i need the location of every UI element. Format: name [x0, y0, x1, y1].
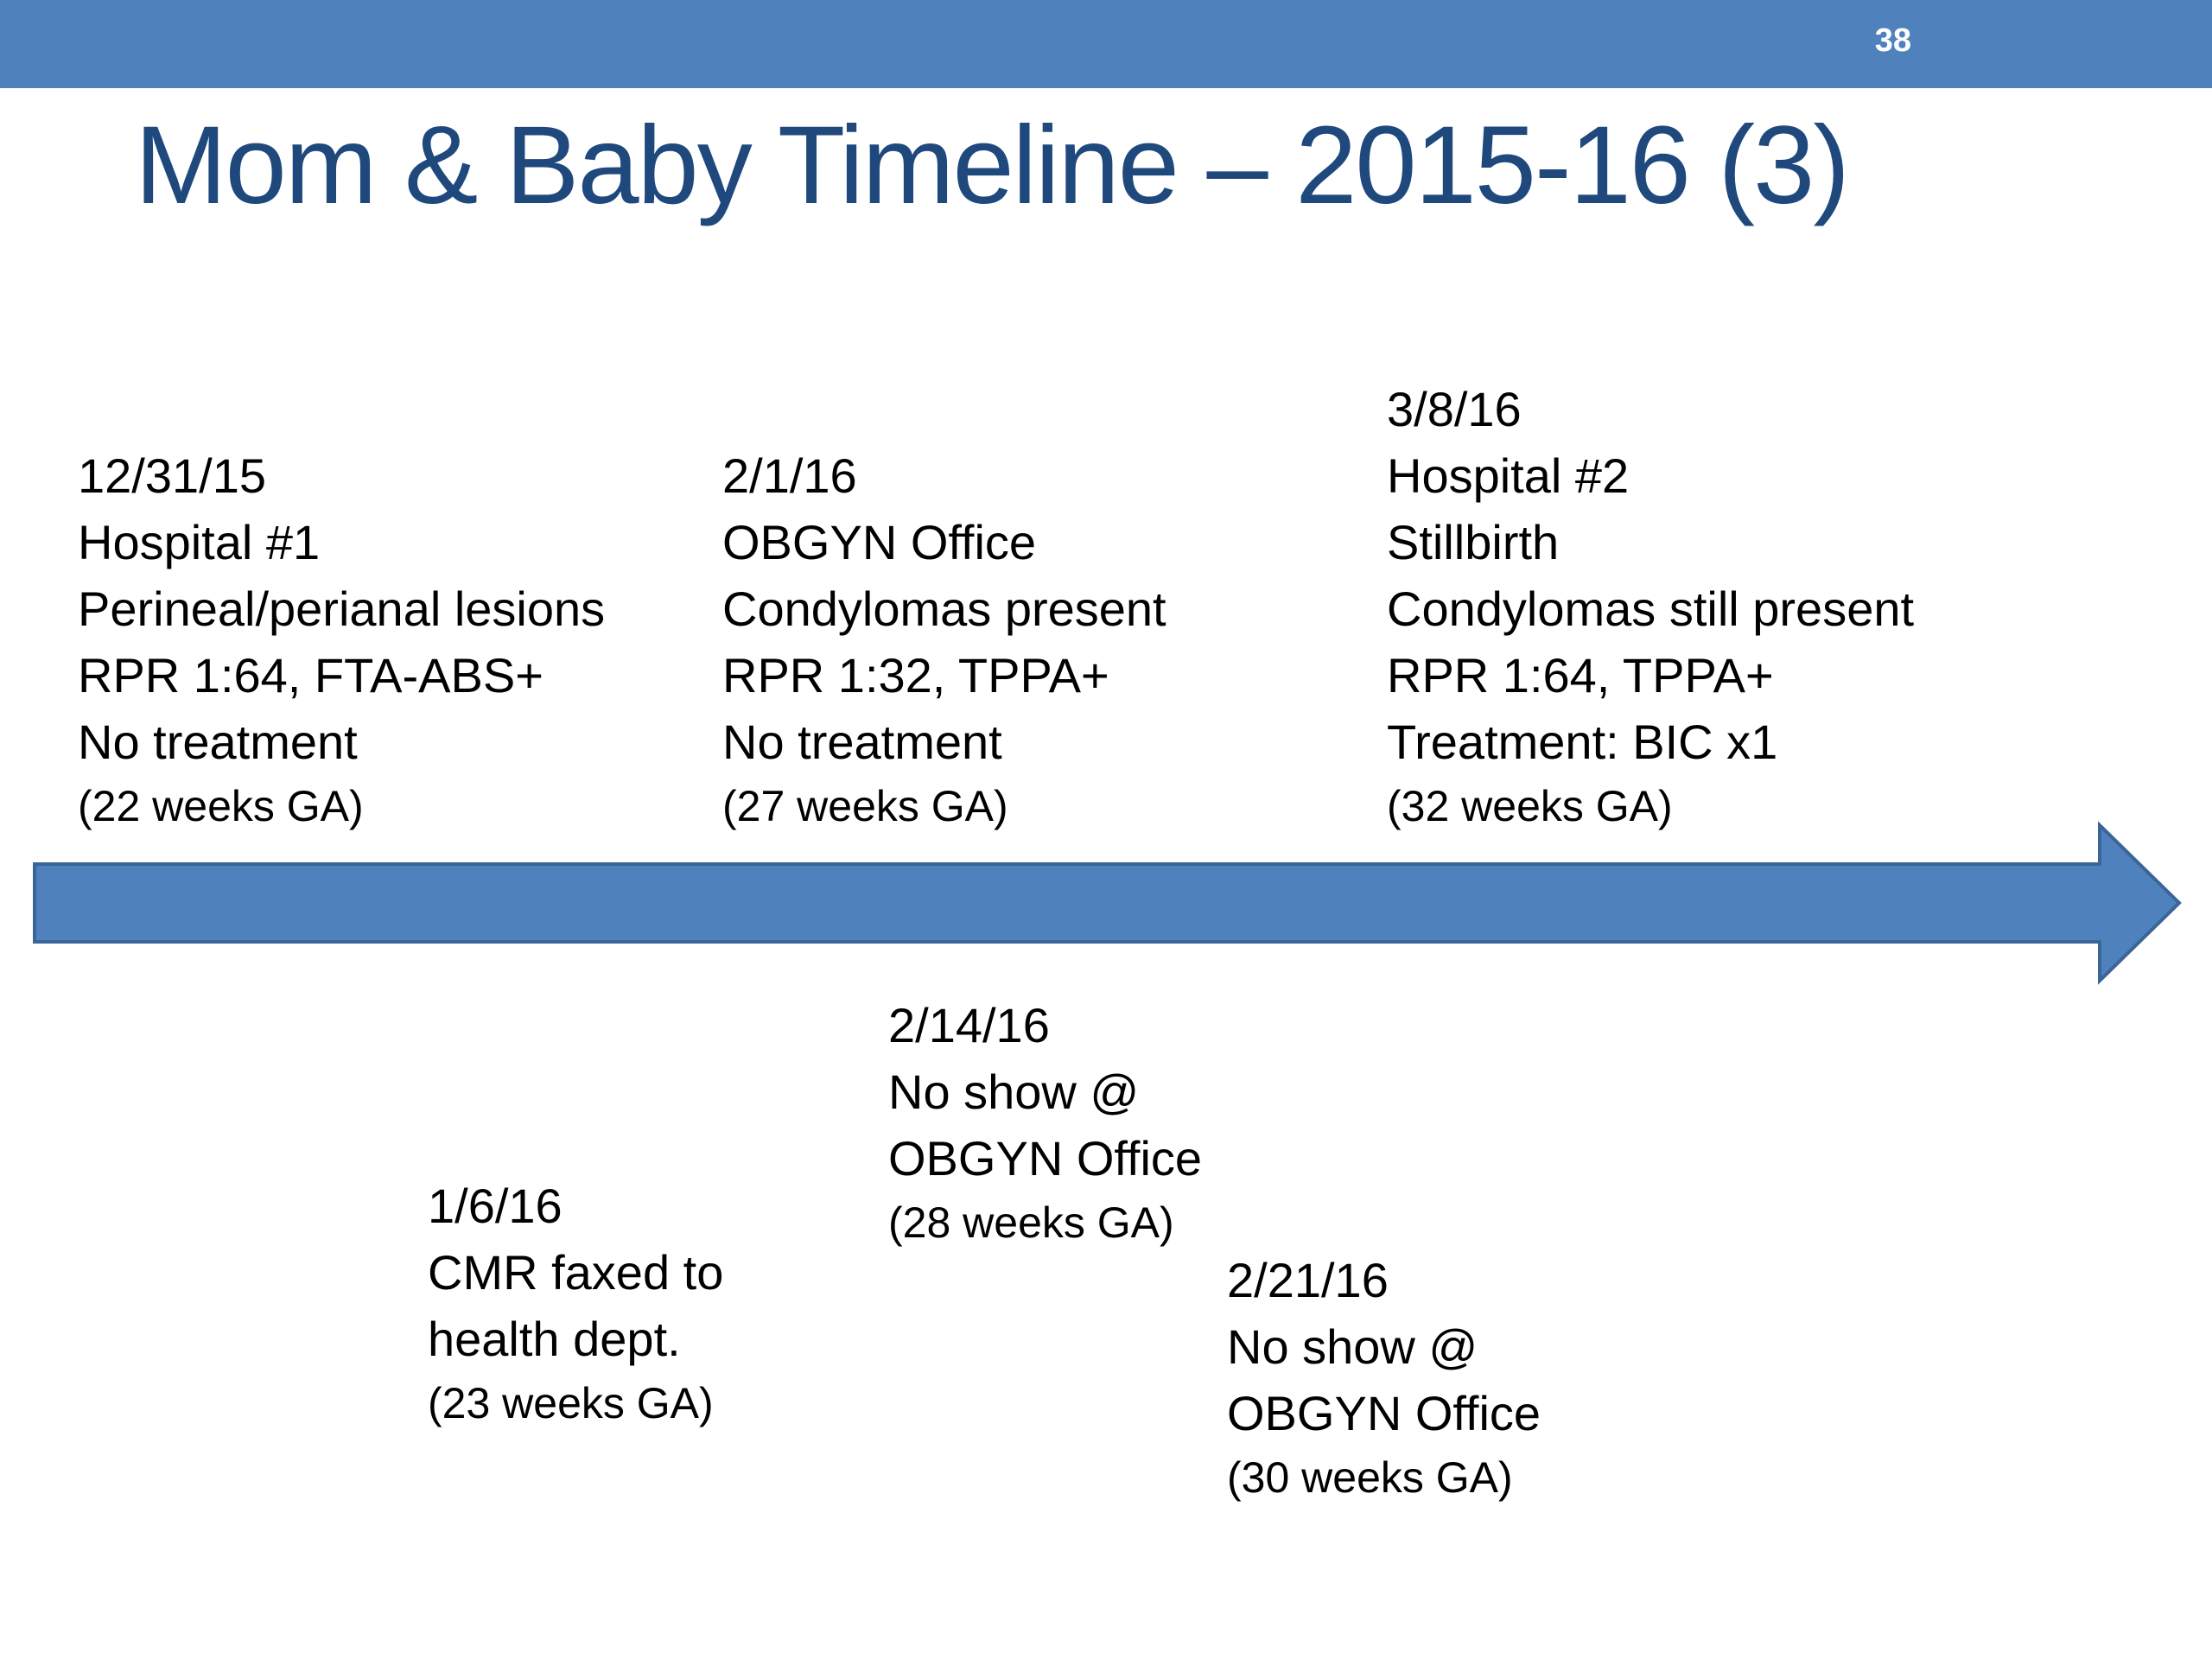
event-treatment: No treatment: [78, 715, 358, 769]
event-treatment: No treatment: [722, 715, 1002, 769]
event-location: OBGYN Office: [888, 1131, 1203, 1185]
event-2016-02-01: 2/1/16 OBGYN Office Condylomas present R…: [722, 442, 1166, 837]
event-finding: Condylomas present: [722, 582, 1166, 636]
event-gestational-age: (23 weeks GA): [428, 1379, 714, 1427]
event-treatment: Treatment: BIC x1: [1387, 715, 1778, 769]
event-finding: Condylomas still present: [1387, 582, 1915, 636]
event-description: health dept.: [428, 1312, 681, 1366]
event-date: 12/31/15: [78, 448, 266, 503]
event-gestational-age: (22 weeks GA): [78, 782, 364, 830]
event-2016-01-06: 1/6/16 CMR faxed to health dept. (23 wee…: [428, 1173, 723, 1434]
event-gestational-age: (27 weeks GA): [722, 782, 1008, 830]
event-location: Hospital #1: [78, 515, 321, 569]
event-date: 2/1/16: [722, 448, 857, 503]
event-description: No show @: [888, 1065, 1140, 1119]
event-description: CMR faxed to: [428, 1245, 724, 1300]
event-description: No show @: [1227, 1319, 1478, 1374]
event-outcome: Stillbirth: [1387, 515, 1560, 569]
event-gestational-age: (32 weeks GA): [1387, 782, 1673, 830]
event-lab-result: RPR 1:64, TPPA+: [1387, 648, 1774, 702]
slide-title: Mom & Baby Timeline – 2015-16 (3): [135, 104, 1850, 227]
event-date: 2/21/16: [1227, 1253, 1389, 1307]
slide-number: 38: [1874, 22, 1911, 59]
event-date: 2/14/16: [888, 998, 1050, 1052]
event-lab-result: RPR 1:64, FTA-ABS+: [78, 648, 543, 702]
event-date: 1/6/16: [428, 1179, 563, 1233]
event-2016-03-08: 3/8/16 Hospital #2 Stillbirth Condylomas…: [1387, 376, 1914, 837]
event-2016-02-14: 2/14/16 No show @ OBGYN Office (28 weeks…: [888, 992, 1202, 1254]
event-gestational-age: (30 weeks GA): [1227, 1453, 1513, 1502]
header-bar: 38: [0, 0, 2212, 88]
event-finding: Perineal/perianal lesions: [78, 582, 606, 636]
event-location: OBGYN Office: [1227, 1386, 1541, 1440]
event-gestational-age: (28 weeks GA): [888, 1198, 1174, 1247]
event-location: OBGYN Office: [722, 515, 1037, 569]
event-lab-result: RPR 1:32, TPPA+: [722, 648, 1109, 702]
event-location: Hospital #2: [1387, 448, 1630, 503]
event-2016-02-21: 2/21/16 No show @ OBGYN Office (30 weeks…: [1227, 1247, 1541, 1509]
event-2015-12-31: 12/31/15 Hospital #1 Perineal/perianal l…: [78, 442, 605, 837]
event-date: 3/8/16: [1387, 382, 1522, 436]
